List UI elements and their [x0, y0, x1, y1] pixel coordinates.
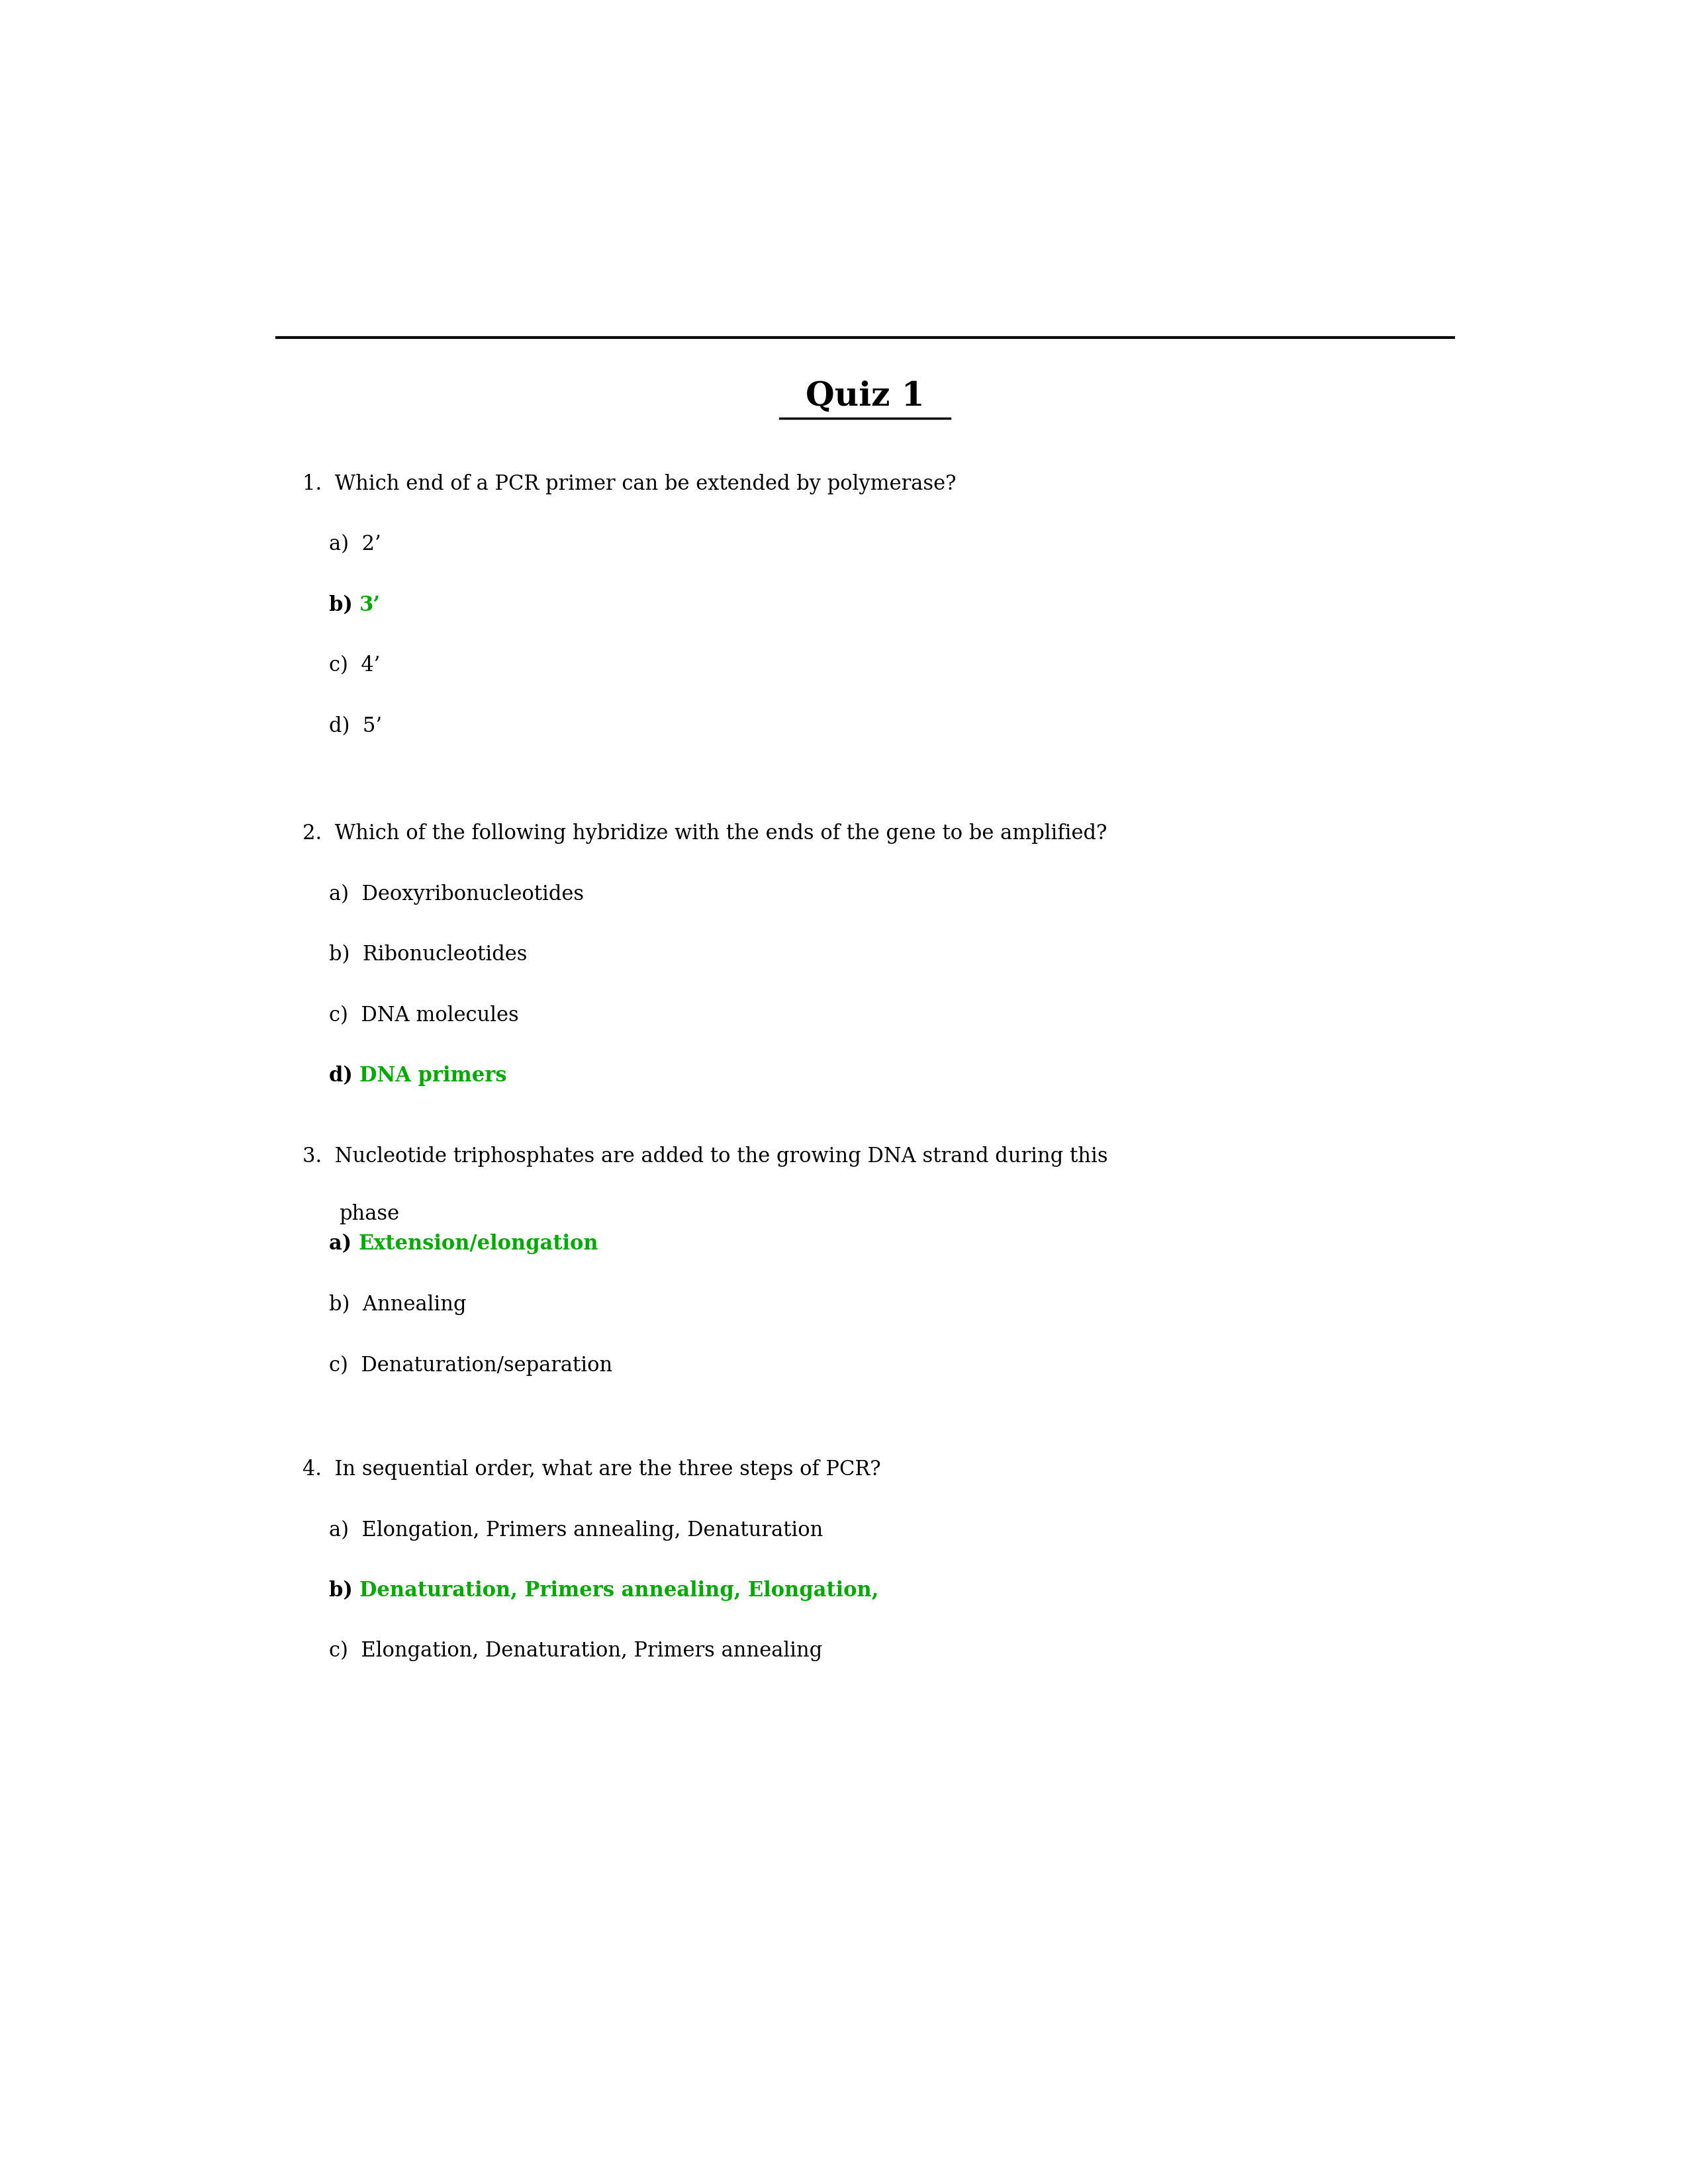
- Text: c)  Elongation, Denaturation, Primers annealing: c) Elongation, Denaturation, Primers ann…: [329, 1640, 822, 1662]
- Text: b)  Annealing: b) Annealing: [329, 1295, 466, 1315]
- Text: 4.  In sequential order, what are the three steps of PCR?: 4. In sequential order, what are the thr…: [302, 1459, 881, 1481]
- Text: c)  4’: c) 4’: [329, 655, 380, 675]
- Text: DNA primers: DNA primers: [360, 1066, 506, 1085]
- Text: d)  5’: d) 5’: [329, 716, 381, 736]
- Text: c)  DNA molecules: c) DNA molecules: [329, 1005, 518, 1026]
- Text: 2.  Which of the following hybridize with the ends of the gene to be amplified?: 2. Which of the following hybridize with…: [302, 823, 1107, 843]
- Text: 3’: 3’: [360, 594, 380, 616]
- Text: c)  Denaturation/separation: c) Denaturation/separation: [329, 1354, 613, 1376]
- Text: Quiz 1: Quiz 1: [805, 380, 925, 413]
- Text: phase: phase: [339, 1203, 400, 1225]
- Text: b)  Ribonucleotides: b) Ribonucleotides: [329, 946, 527, 965]
- Text: a)  Elongation, Primers annealing, Denaturation: a) Elongation, Primers annealing, Denatu…: [329, 1520, 822, 1540]
- Text: d): d): [329, 1066, 360, 1085]
- Text: a)  Deoxyribonucleotides: a) Deoxyribonucleotides: [329, 885, 584, 904]
- Text: 1.  Which end of a PCR primer can be extended by polymerase?: 1. Which end of a PCR primer can be exte…: [302, 474, 957, 494]
- Text: Extension/elongation: Extension/elongation: [358, 1234, 599, 1254]
- Text: b): b): [329, 594, 360, 616]
- Text: b): b): [329, 1581, 360, 1601]
- Text: a)  2’: a) 2’: [329, 535, 381, 555]
- Text: a): a): [329, 1234, 358, 1254]
- Text: 3.  Nucleotide triphosphates are added to the growing DNA strand during this: 3. Nucleotide triphosphates are added to…: [302, 1147, 1107, 1166]
- Text: Denaturation, Primers annealing, Elongation,: Denaturation, Primers annealing, Elongat…: [360, 1581, 879, 1601]
